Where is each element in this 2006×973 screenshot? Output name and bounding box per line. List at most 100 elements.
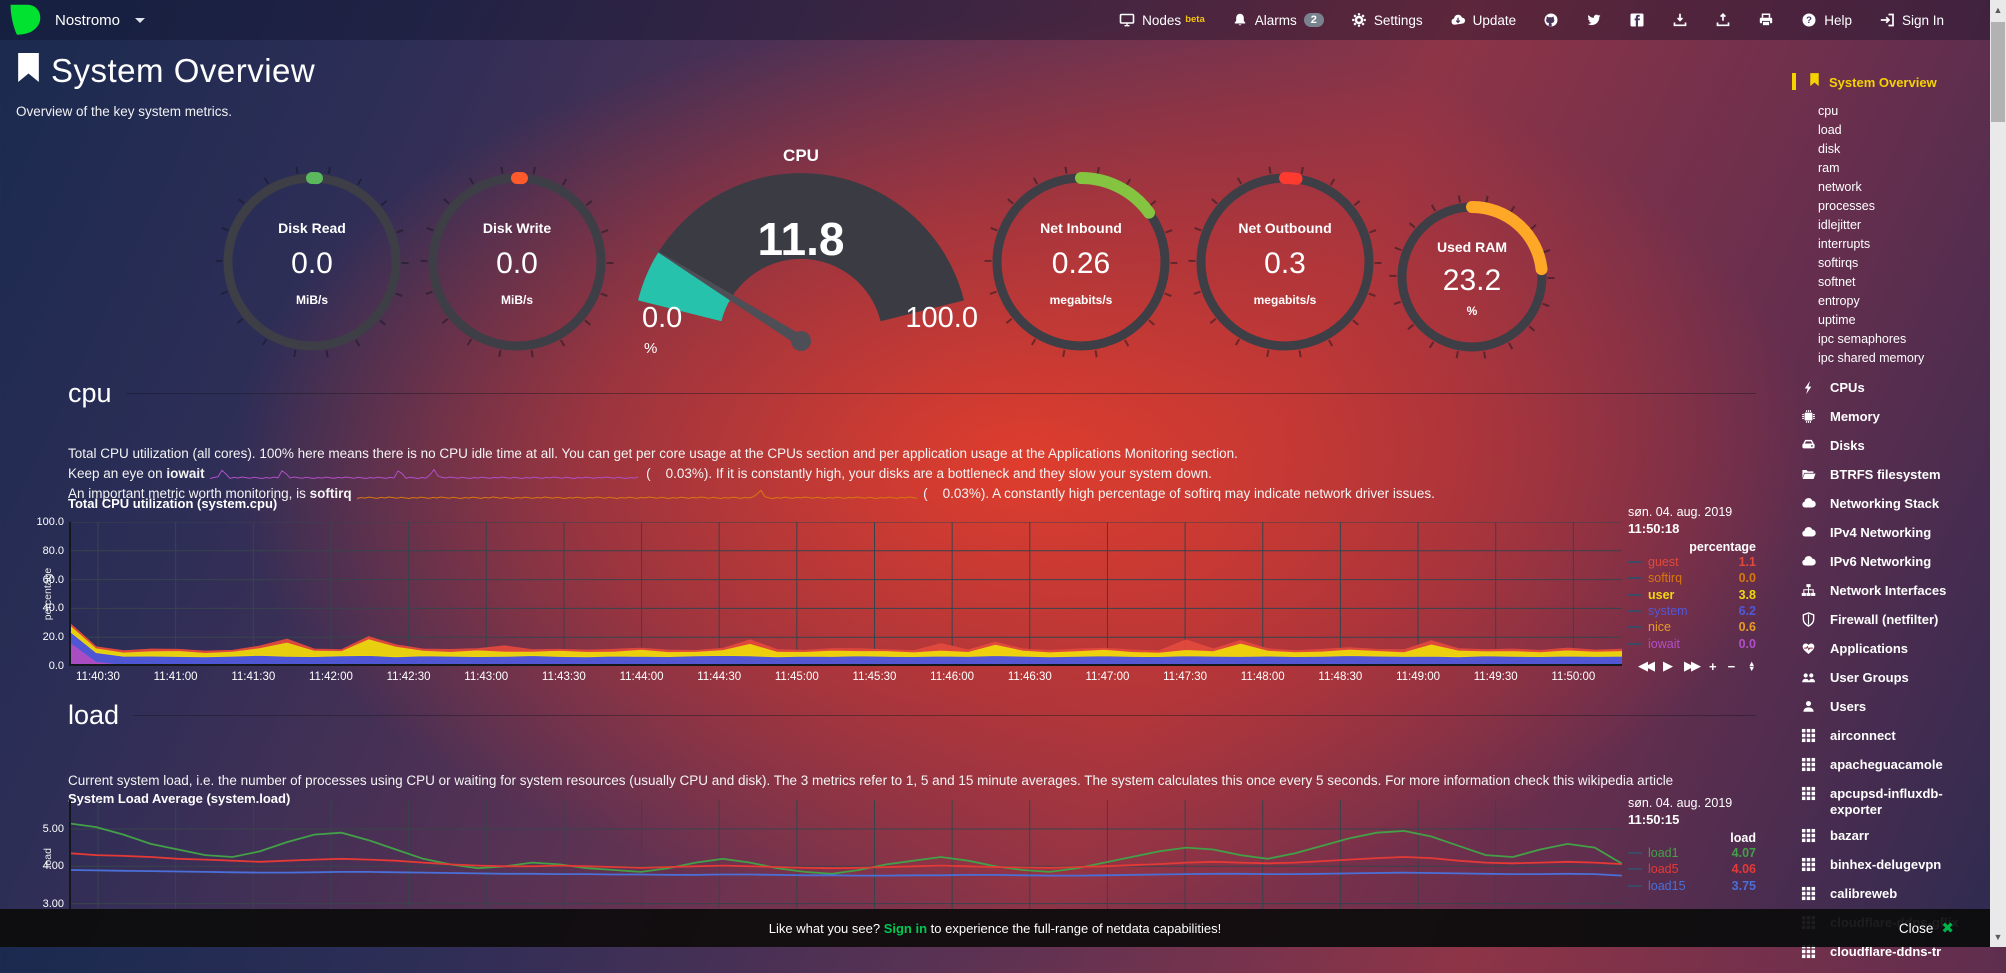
load-section-heading: load (68, 700, 1756, 731)
scrollbar-thumb[interactable] (1991, 22, 2005, 122)
nav-github[interactable] (1543, 12, 1559, 28)
sidebar-subitem-load[interactable]: load (1818, 123, 1842, 137)
disk-write-gauge-chart[interactable]: Disk Write 0.0 MiB/s (417, 162, 617, 362)
sidebar-subitem-softnet[interactable]: softnet (1818, 275, 1856, 289)
nav-facebook[interactable] (1629, 12, 1645, 28)
sidebar-item-network-interfaces[interactable]: Network Interfaces (1792, 583, 1992, 602)
sidebar-subitem-ipc-semaphores[interactable]: ipc semaphores (1818, 332, 1907, 346)
sidebar-item-disks[interactable]: Disks (1792, 438, 1992, 457)
legend-row-guest[interactable]: guest 1.1 (1628, 554, 1756, 570)
sidebar-item-bazarr[interactable]: bazarr (1792, 828, 1992, 847)
net-inbound-gauge-chart[interactable]: Net Inbound 0.26 megabits/s (981, 162, 1181, 362)
sidebar-item-apcupsd-influxdb-exporter[interactable]: apcupsd-influxdb-exporter (1792, 786, 1992, 818)
sidebar-subitem-softirqs[interactable]: softirqs (1818, 256, 1859, 270)
sidebar-subitem-disk[interactable]: disk (1818, 142, 1841, 156)
shield-icon (1802, 612, 1815, 627)
sidebar-item-users[interactable]: Users (1792, 699, 1992, 718)
cpu-chart-plot[interactable] (69, 522, 1622, 666)
sidebar-item-memory[interactable]: Memory (1792, 409, 1992, 428)
sidebar-subitem-ipc-shared-memory[interactable]: ipc shared memory (1818, 351, 1925, 365)
sidebar-subitem-network[interactable]: network (1818, 180, 1862, 194)
nav-settings[interactable]: Settings (1351, 12, 1423, 28)
page-scrollbar[interactable]: ▲ ▼ (1990, 0, 2006, 947)
sidebar-item-networking-stack[interactable]: Networking Stack (1792, 496, 1992, 515)
legend-row-iowait[interactable]: iowait 0.0 (1628, 635, 1756, 651)
signin-link[interactable]: Sign in (883, 920, 928, 936)
nav-sign-in[interactable]: Sign In (1879, 12, 1944, 28)
sidebar-subitem-cpu[interactable]: cpu (1818, 104, 1839, 118)
sidebar-item-ipv6-networking[interactable]: IPv6 Networking (1792, 554, 1992, 573)
sidebar-subitem-uptime[interactable]: uptime (1818, 313, 1856, 327)
legend-row-system[interactable]: system 6.2 (1628, 603, 1756, 619)
nav-item-label: Settings (1373, 12, 1423, 28)
bookmark-icon (18, 53, 39, 82)
sidebar-item-apacheguacamole[interactable]: apacheguacamole (1792, 757, 1992, 776)
sidebar-subitem-idlejitter[interactable]: idlejitter (1818, 218, 1862, 232)
sidebar-subitem-entropy[interactable]: entropy (1818, 294, 1860, 308)
legend-series-value: 3.75 (1731, 878, 1756, 893)
y-axis-tick: 20.0 (42, 631, 64, 644)
gauge-value: 0.26 (1051, 247, 1111, 280)
sidebar-subitem-processes[interactable]: processes (1818, 199, 1875, 213)
sidebar-item-airconnect[interactable]: airconnect (1792, 728, 1992, 747)
resize-button[interactable]: ▲ ▼ (1747, 658, 1756, 673)
heading-rule (133, 715, 1756, 716)
sidebar-item-firewall-netfilter-[interactable]: Firewall (netfilter) (1792, 612, 1992, 631)
zoom-out-button[interactable]: − (1727, 658, 1736, 674)
sitemap-icon (1801, 584, 1816, 596)
nav-upload[interactable] (1715, 12, 1731, 28)
scroll-down-icon[interactable]: ▼ (1993, 932, 2003, 942)
legend-series-value: 3.8 (1738, 587, 1756, 602)
nav-twitter[interactable] (1586, 12, 1602, 28)
sidebar-item-binhex-delugevpn[interactable]: binhex-delugevpn (1792, 857, 1992, 876)
nav-update[interactable]: Update (1450, 12, 1516, 28)
legend-row-nice[interactable]: nice 0.6 (1628, 619, 1756, 635)
signin-message: Like what you see? Sign in to experience… (768, 920, 1222, 936)
load-chart-legend: søn. 04. aug. 2019 11:50:15 load load1 4.… (1628, 796, 1756, 894)
sidebar-subitem-interrupts[interactable]: interrupts (1818, 237, 1871, 251)
sidebar-subitem-ram[interactable]: ram (1818, 161, 1840, 175)
close-icon: ✖ (1941, 920, 1954, 937)
sidebar-item-calibreweb[interactable]: calibreweb (1792, 886, 1992, 905)
legend-row-load1[interactable]: load1 4.07 (1628, 845, 1756, 861)
legend-row-softirq[interactable]: softirq 0.0 (1628, 570, 1756, 586)
sidebar-item-user-groups[interactable]: User Groups (1792, 670, 1992, 689)
x-axis-tick: 11:40:30 (76, 671, 120, 683)
nav-print[interactable] (1758, 12, 1774, 28)
legend-row-load15[interactable]: load15 3.75 (1628, 878, 1756, 894)
play-button[interactable]: ▶ (1663, 658, 1673, 673)
legend-rows: guest 1.1 softirq 0.0 user 3.8 system 6.2 nice 0.… (1628, 554, 1756, 652)
y-axis-tick: 3.00 (42, 897, 64, 910)
zoom-in-button[interactable]: + (1709, 658, 1717, 674)
x-axis-tick: 11:49:30 (1473, 671, 1518, 683)
scroll-up-icon[interactable]: ▲ (1993, 5, 2003, 15)
alarms-count-badge: 2 (1303, 13, 1324, 27)
legend-dash (1628, 593, 1642, 596)
nav-download[interactable] (1672, 12, 1688, 28)
nav-help[interactable]: ? Help (1801, 12, 1852, 28)
nav-nodes[interactable]: Nodes beta (1119, 12, 1205, 28)
legend-series-name: nice (1648, 620, 1671, 635)
disk-read-gauge-chart[interactable]: Disk Read 0.0 MiB/s (212, 162, 412, 362)
pan-forward-button[interactable]: ▶▶ (1684, 658, 1701, 673)
legend-dash (1628, 561, 1642, 564)
sidebar-item-cpus[interactable]: CPUs (1792, 380, 1992, 399)
net-outbound-gauge-chart[interactable]: Net Outbound 0.3 megabits/s (1185, 162, 1385, 362)
nav-item-label: Nodes (1142, 12, 1182, 28)
pan-backward-button[interactable]: ◀◀ (1638, 658, 1655, 673)
sidebar-item-applications[interactable]: Applications (1792, 641, 1992, 660)
load-chart-plot[interactable] (69, 800, 1622, 909)
used-ram-gauge-chart[interactable]: Used RAM 23.2% (1387, 192, 1557, 362)
node-selector[interactable]: Nostromo (0, 1, 146, 39)
legend-dash (1628, 642, 1642, 645)
sidebar-item-ipv4-networking[interactable]: IPv4 Networking (1792, 525, 1992, 544)
x-axis-tick: 11:46:00 (930, 671, 975, 683)
cpu-gauge-chart[interactable]: CPU 11.8 0.0 100.0 % (616, 118, 986, 378)
disk-read-gauge-ring (215, 165, 409, 359)
sidebar-item-system-overview[interactable]: System Overview (1792, 72, 1992, 92)
legend-row-user[interactable]: user 3.8 (1628, 587, 1756, 603)
banner-close-button[interactable]: Close ✖ (1899, 919, 1954, 937)
sidebar-item-btrfs-filesystem[interactable]: BTRFS filesystem (1792, 467, 1992, 486)
legend-row-load5[interactable]: load5 4.06 (1628, 861, 1756, 877)
nav-alarms[interactable]: Alarms 2 (1232, 12, 1324, 28)
